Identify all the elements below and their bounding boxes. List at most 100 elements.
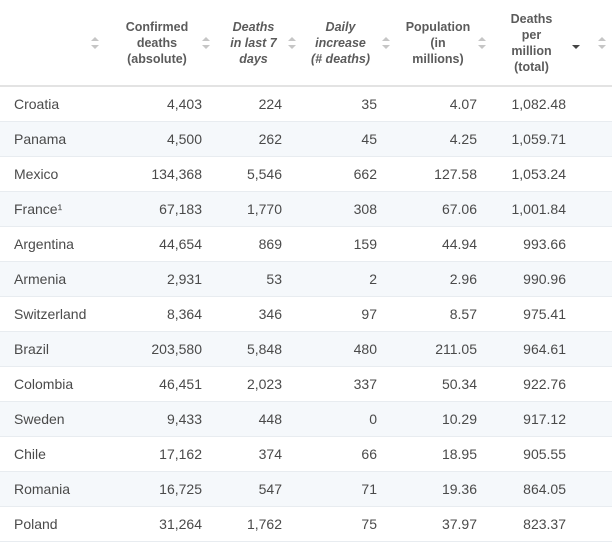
population-cell: 2.96 xyxy=(395,261,491,297)
sort-arrows-icon[interactable] xyxy=(288,36,296,49)
sort-arrows-icon[interactable] xyxy=(478,36,486,49)
table-row[interactable]: Romania 16,725 547 71 19.36 864.05 xyxy=(0,471,612,507)
deaths-last-7-days-cell: 2,023 xyxy=(215,366,300,402)
country-cell: Croatia xyxy=(0,86,111,122)
table-row[interactable]: Brazil 203,580 5,848 480 211.05 964.61 xyxy=(0,331,612,367)
population-cell: 4.07 xyxy=(395,86,491,122)
partial-cell xyxy=(590,296,612,332)
country-cell: Sweden xyxy=(0,401,111,437)
population-cell: 127.58 xyxy=(395,156,491,192)
deaths-per-million-cell: 917.12 xyxy=(491,401,590,437)
country-cell: Romania xyxy=(0,471,111,507)
sort-arrows-icon[interactable] xyxy=(202,36,210,49)
deaths-per-million-cell: 1,082.48 xyxy=(491,86,590,122)
header-label-line: in last 7 xyxy=(230,35,277,50)
confirmed-deaths-cell: 4,403 xyxy=(111,86,215,122)
partial-cell xyxy=(590,401,612,437)
header-confirmed-deaths[interactable]: Confirmed deaths (absolute) xyxy=(111,0,215,87)
header-label-line: (# deaths) xyxy=(310,51,371,66)
header-country[interactable] xyxy=(0,0,111,87)
country-cell: Armenia xyxy=(0,261,111,297)
header-deaths-last-7-days[interactable]: Deaths in last 7 days xyxy=(215,0,300,87)
partial-cell xyxy=(590,261,612,297)
header-label-line: Population xyxy=(405,19,471,34)
country-cell: Colombia xyxy=(0,366,111,402)
deaths-last-7-days-cell: 1,770 xyxy=(215,191,300,227)
deaths-per-million-cell: 1,053.24 xyxy=(491,156,590,192)
partial-cell xyxy=(590,436,612,472)
country-cell: France¹ xyxy=(0,191,111,227)
confirmed-deaths-cell: 44,654 xyxy=(111,226,215,262)
confirmed-deaths-cell: 203,580 xyxy=(111,331,215,367)
deaths-last-7-days-cell: 448 xyxy=(215,401,300,437)
table-row[interactable]: Armenia 2,931 53 2 2.96 990.96 xyxy=(0,261,612,297)
population-cell: 44.94 xyxy=(395,226,491,262)
table-row[interactable]: France¹ 67,183 1,770 308 67.06 1,001.84 xyxy=(0,191,612,227)
header-label-line: (total) xyxy=(514,59,549,74)
country-cell: Chile xyxy=(0,436,111,472)
confirmed-deaths-cell: 17,162 xyxy=(111,436,215,472)
partial-cell xyxy=(590,331,612,367)
country-cell: Switzerland xyxy=(0,296,111,332)
confirmed-deaths-cell: 8,364 xyxy=(111,296,215,332)
confirmed-deaths-cell: 4,500 xyxy=(111,121,215,157)
partial-cell xyxy=(590,86,612,122)
partial-cell xyxy=(590,366,612,402)
country-cell: Panama xyxy=(0,121,111,157)
deaths-per-million-cell: 905.55 xyxy=(491,436,590,472)
header-label-line: millions) xyxy=(412,51,464,66)
table-row[interactable]: Sweden 9,433 448 0 10.29 917.12 xyxy=(0,401,612,437)
confirmed-deaths-cell: 31,264 xyxy=(111,506,215,542)
header-next-column-partial[interactable] xyxy=(590,0,612,87)
table-row[interactable]: Switzerland 8,364 346 97 8.57 975.41 xyxy=(0,296,612,332)
deaths-per-million-cell: 1,001.84 xyxy=(491,191,590,227)
deaths-per-million-cell: 964.61 xyxy=(491,331,590,367)
table-row[interactable]: Panama 4,500 262 45 4.25 1,059.71 xyxy=(0,121,612,157)
confirmed-deaths-cell: 134,368 xyxy=(111,156,215,192)
daily-increase-cell: 45 xyxy=(300,121,395,157)
header-population[interactable]: Population (in millions) xyxy=(395,0,491,87)
daily-increase-cell: 662 xyxy=(300,156,395,192)
header-daily-increase[interactable]: Daily increase (# deaths) xyxy=(300,0,395,87)
partial-cell xyxy=(590,156,612,192)
header-label-line: per xyxy=(521,27,542,42)
header-label-line: days xyxy=(239,51,268,66)
deaths-last-7-days-cell: 1,762 xyxy=(215,506,300,542)
confirmed-deaths-cell: 16,725 xyxy=(111,471,215,507)
partial-cell xyxy=(590,191,612,227)
population-cell: 18.95 xyxy=(395,436,491,472)
country-cell: Mexico xyxy=(0,156,111,192)
table-row[interactable]: Croatia 4,403 224 35 4.07 1,082.48 xyxy=(0,86,612,122)
daily-increase-cell: 97 xyxy=(300,296,395,332)
deaths-last-7-days-cell: 346 xyxy=(215,296,300,332)
partial-cell xyxy=(590,121,612,157)
sort-arrows-icon[interactable] xyxy=(598,36,606,49)
sort-arrows-icon[interactable] xyxy=(91,36,99,49)
deaths-last-7-days-cell: 224 xyxy=(215,86,300,122)
table-row[interactable]: Chile 17,162 374 66 18.95 905.55 xyxy=(0,436,612,472)
sort-descending-icon[interactable] xyxy=(572,44,580,50)
table-row[interactable]: Colombia 46,451 2,023 337 50.34 922.76 xyxy=(0,366,612,402)
sort-arrows-icon[interactable] xyxy=(382,36,390,49)
deaths-per-million-cell: 922.76 xyxy=(491,366,590,402)
deaths-last-7-days-cell: 53 xyxy=(215,261,300,297)
daily-increase-cell: 71 xyxy=(300,471,395,507)
deaths-last-7-days-cell: 547 xyxy=(215,471,300,507)
header-label-line: (absolute) xyxy=(127,51,187,66)
deaths-per-million-cell: 823.37 xyxy=(491,506,590,542)
header-deaths-per-million[interactable]: Deaths per million (total) xyxy=(491,0,590,87)
deaths-per-million-cell: 1,059.71 xyxy=(491,121,590,157)
table-header-row: Confirmed deaths (absolute) Deaths in la… xyxy=(0,0,612,87)
partial-cell xyxy=(590,506,612,542)
header-label-line: increase xyxy=(315,35,366,50)
deaths-last-7-days-cell: 262 xyxy=(215,121,300,157)
population-cell: 10.29 xyxy=(395,401,491,437)
table-row[interactable]: Mexico 134,368 5,546 662 127.58 1,053.24 xyxy=(0,156,612,192)
table-row[interactable]: Poland 31,264 1,762 75 37.97 823.37 xyxy=(0,506,612,542)
header-label-line: million xyxy=(511,43,552,58)
table-row[interactable]: Argentina 44,654 869 159 44.94 993.66 xyxy=(0,226,612,262)
header-label-line: Deaths xyxy=(232,19,275,34)
header-label-line: Deaths xyxy=(510,11,553,26)
confirmed-deaths-cell: 46,451 xyxy=(111,366,215,402)
